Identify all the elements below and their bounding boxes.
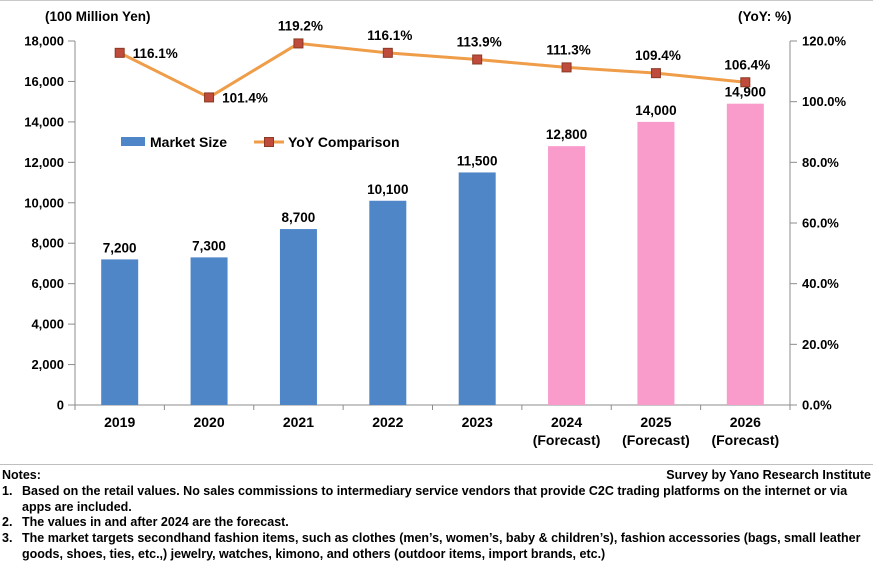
note-item: 3. The market targets secondhand fashion… bbox=[2, 531, 871, 563]
right-axis-tick-label: 0.0% bbox=[802, 398, 832, 413]
note-item: 2. The values in and after 2024 are the … bbox=[2, 515, 871, 531]
market-size-bar bbox=[548, 146, 586, 405]
yoy-value-label: 109.4% bbox=[635, 48, 681, 63]
notes-label: Notes: bbox=[2, 468, 41, 482]
note-text: The values in and after 2024 are the for… bbox=[22, 515, 289, 530]
bar-value-label: 12,800 bbox=[546, 127, 587, 142]
bar-value-label: 11,500 bbox=[457, 153, 498, 168]
category-label: 2019 bbox=[104, 414, 135, 430]
right-axis-tick-label: 60.0% bbox=[802, 216, 839, 231]
left-axis-tick-label: 14,000 bbox=[24, 114, 64, 129]
notes-section: Notes: Survey by Yano Research Institute… bbox=[0, 464, 873, 563]
legend-yoy-marker-icon bbox=[264, 137, 274, 147]
note-number: 1. bbox=[2, 483, 13, 498]
note-item: 1. Based on the retail values. No sales … bbox=[2, 484, 871, 516]
yoy-value-label: 119.2% bbox=[278, 18, 323, 33]
chart-legend: Market Size YoY Comparison bbox=[121, 134, 400, 150]
yoy-line bbox=[119, 41, 746, 100]
bar-value-label: 8,700 bbox=[282, 210, 316, 225]
left-axis-tick-label: 18,000 bbox=[24, 34, 64, 49]
left-axis-tick-label: 2,000 bbox=[31, 357, 64, 372]
note-text: Based on the retail values. No sales com… bbox=[22, 483, 848, 514]
right-axis-title: (YoY: %) bbox=[738, 9, 792, 24]
yoy-marker-icon bbox=[382, 47, 393, 58]
yoy-marker-icon bbox=[650, 68, 661, 79]
left-axis-tick-label: 8,000 bbox=[31, 236, 64, 251]
market-size-bar bbox=[190, 257, 228, 405]
category-label: 2024 bbox=[551, 414, 582, 430]
left-axis-title: (100 Million Yen) bbox=[45, 9, 151, 24]
yoy-value-label: 111.3% bbox=[546, 42, 590, 57]
yoy-value-label: 101.4% bbox=[222, 90, 268, 105]
category-label: (Forecast) bbox=[622, 432, 690, 448]
market-size-bar bbox=[637, 121, 675, 405]
yoy-marker-icon bbox=[561, 62, 572, 73]
plot-area: 0 2,000 4,000 6,000 8,000 10,000 12,000 14,000 1… bbox=[24, 18, 846, 448]
right-axis-tick-label: 40.0% bbox=[802, 276, 839, 291]
survey-credit: Survey by Yano Research Institute bbox=[666, 468, 871, 482]
left-axis-tick-label: 10,000 bbox=[24, 195, 64, 210]
category-label: 2022 bbox=[372, 414, 403, 430]
category-label: 2020 bbox=[193, 414, 224, 430]
category-label: 2021 bbox=[283, 414, 314, 430]
legend-market-size-swatch bbox=[121, 137, 145, 146]
category-label: (Forecast) bbox=[533, 432, 601, 448]
legend-market-size-label: Market Size bbox=[150, 134, 227, 150]
market-size-bar bbox=[279, 229, 317, 405]
bar-value-label: 14,000 bbox=[635, 103, 676, 118]
left-axis-tick-label: 0 bbox=[57, 398, 64, 413]
market-size-bar bbox=[369, 200, 407, 405]
yoy-marker-icon bbox=[114, 47, 125, 58]
market-size-bar bbox=[726, 103, 764, 405]
yoy-marker-icon bbox=[204, 92, 215, 103]
yoy-value-label: 106.4% bbox=[724, 57, 770, 72]
note-text: The market targets secondhand fashion it… bbox=[22, 531, 861, 561]
yoy-marker-icon bbox=[472, 54, 483, 65]
right-axis-tick-label: 120.0% bbox=[802, 34, 847, 49]
category-label: 2023 bbox=[462, 414, 493, 430]
market-size-bar bbox=[101, 259, 139, 405]
market-size-yoy-chart: (100 Million Yen) (YoY: %) 0 2,000 4,000 6,… bbox=[24, 9, 846, 448]
legend-yoy-label: YoY Comparison bbox=[288, 134, 400, 150]
bar-value-label: 7,300 bbox=[192, 238, 226, 253]
right-axis-tick-label: 80.0% bbox=[802, 155, 839, 170]
yoy-value-label: 116.1% bbox=[367, 28, 412, 43]
left-axis-tick-label: 16,000 bbox=[24, 74, 64, 89]
yoy-value-label: 116.1% bbox=[133, 46, 178, 61]
yoy-marker-icon bbox=[293, 38, 304, 49]
category-label: 2026 bbox=[730, 414, 761, 430]
bar-value-label: 10,100 bbox=[367, 182, 408, 197]
yoy-marker-icon bbox=[740, 77, 751, 88]
bar-value-label: 14,900 bbox=[725, 85, 766, 100]
note-number: 2. bbox=[2, 515, 13, 530]
left-axis-tick-label: 6,000 bbox=[31, 276, 64, 291]
yoy-value-label: 113.9% bbox=[457, 35, 502, 50]
note-number: 3. bbox=[2, 531, 13, 545]
category-label: (Forecast) bbox=[711, 432, 779, 448]
bar-value-label: 7,200 bbox=[103, 240, 137, 255]
category-label: 2025 bbox=[640, 414, 671, 430]
left-axis-tick-label: 4,000 bbox=[31, 317, 64, 332]
right-axis-tick-label: 100.0% bbox=[802, 94, 847, 109]
market-size-bar bbox=[458, 172, 496, 405]
left-axis-tick-label: 12,000 bbox=[24, 155, 64, 170]
right-axis-tick-label: 20.0% bbox=[802, 337, 839, 352]
